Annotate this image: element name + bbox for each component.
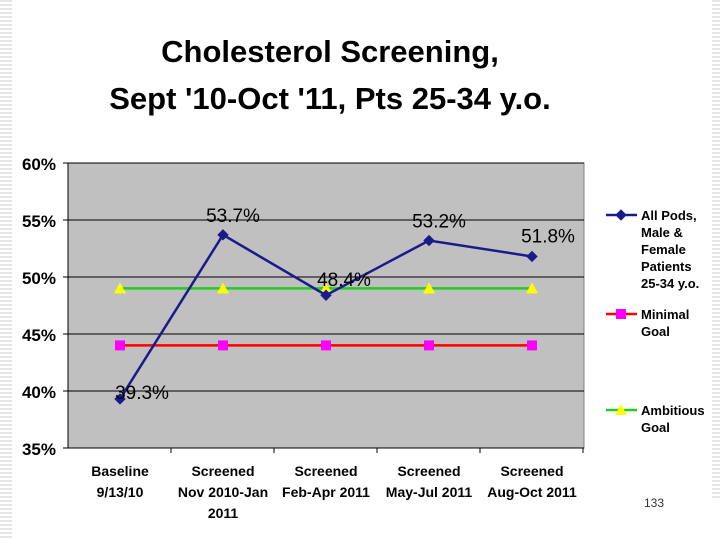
data-point-minimal-goal	[115, 340, 125, 351]
data-point-ambitious-goal	[217, 282, 229, 294]
data-point-minimal-goal	[424, 340, 434, 351]
data-point-all-pods-male-female-patients-25-34-y-o	[423, 234, 435, 247]
legend-label-all-pods-male-female-patients-25-34-y-o: Patients	[641, 259, 692, 274]
y-tick-label: 35%	[22, 440, 56, 459]
legend-label-ambitious-goal: Ambitious	[641, 403, 705, 418]
legend-marker-ambitious-goal	[615, 404, 627, 415]
data-point-all-pods-male-female-patients-25-34-y-o	[526, 250, 538, 263]
data-label: 51.8%	[521, 226, 575, 247]
y-tick-label: 40%	[22, 383, 56, 402]
x-tick-label: Screened	[191, 463, 254, 479]
x-tick-label: Nov 2010-Jan	[178, 484, 268, 500]
data-point-all-pods-male-female-patients-25-34-y-o	[114, 393, 126, 405]
data-label: 39.3%	[115, 383, 169, 404]
plot-area	[67, 162, 585, 449]
data-point-all-pods-male-female-patients-25-34-y-o	[217, 229, 229, 241]
chart-title-line-2: Sept '10-Oct '11, Pts 25-34 y.o.	[109, 81, 551, 116]
data-point-ambitious-goal	[423, 282, 435, 294]
x-tick-label: Baseline	[91, 463, 149, 479]
data-point-minimal-goal	[218, 340, 228, 351]
x-tick-label: Screened	[500, 463, 563, 479]
legend-marker-minimal-goal	[616, 309, 626, 319]
legend-marker-all-pods-male-female-patients-25-34-y-o	[615, 209, 627, 221]
y-tick-label: 55%	[22, 212, 56, 231]
data-point-ambitious-goal	[114, 282, 126, 294]
chart-title: Cholesterol Screening, Sept '10-Oct '11,…	[40, 28, 620, 122]
slide-right-border	[712, 0, 720, 500]
chart-title-line-1: Cholesterol Screening,	[161, 34, 499, 69]
y-tick-label: 60%	[22, 155, 56, 174]
x-tick-label: Screened	[397, 463, 460, 479]
data-point-all-pods-male-female-patients-25-34-y-o	[320, 289, 332, 301]
slide-left-border	[0, 0, 12, 540]
legend-label-all-pods-male-female-patients-25-34-y-o: Male &	[641, 225, 683, 240]
legend-label-minimal-goal: Minimal	[641, 307, 689, 322]
x-tick-label: May-Jul 2011	[386, 484, 473, 500]
data-label: 53.7%	[206, 206, 260, 227]
legend-label-all-pods-male-female-patients-25-34-y-o: Female	[641, 242, 686, 257]
legend-label-all-pods-male-female-patients-25-34-y-o: 25-34 y.o.	[641, 276, 699, 291]
y-tick-label: 45%	[22, 326, 56, 345]
x-tick-label: Feb-Apr 2011	[282, 484, 370, 500]
x-tick-label: Screened	[294, 463, 357, 479]
x-tick-label: 2011	[208, 505, 239, 521]
data-point-ambitious-goal	[526, 282, 538, 294]
x-tick-label: 9/13/10	[97, 484, 144, 500]
data-point-minimal-goal	[321, 340, 331, 351]
legend-label-all-pods-male-female-patients-25-34-y-o: All Pods,	[641, 208, 697, 223]
data-point-ambitious-goal	[320, 282, 332, 294]
legend-label-minimal-goal: Goal	[641, 324, 670, 339]
data-point-minimal-goal	[527, 340, 537, 351]
legend-label-ambitious-goal: Goal	[641, 420, 670, 435]
data-label: 53.2%	[412, 212, 466, 233]
page-number: 133	[644, 496, 665, 510]
data-label: 48.4%	[317, 270, 371, 291]
x-tick-label: Aug-Oct 2011	[487, 484, 577, 500]
y-tick-label: 50%	[22, 269, 56, 288]
